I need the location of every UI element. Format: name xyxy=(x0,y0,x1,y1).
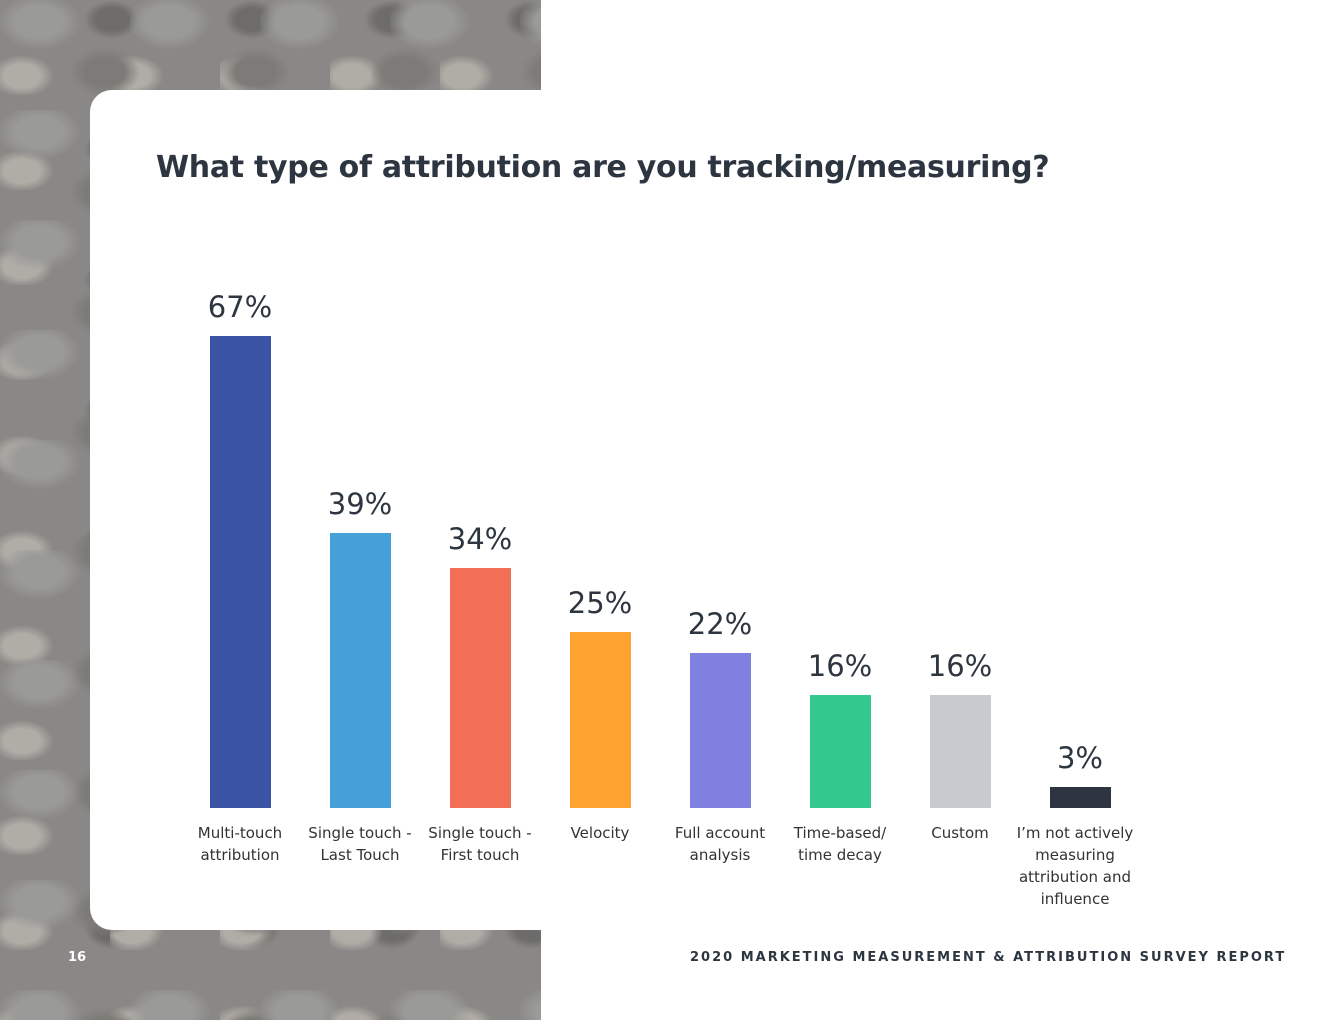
bar xyxy=(929,695,991,808)
value-label: 22% xyxy=(687,607,753,641)
bar xyxy=(689,653,751,808)
bar xyxy=(569,631,631,808)
bar xyxy=(1049,786,1111,808)
value-label: 16% xyxy=(927,649,993,684)
bar xyxy=(449,568,511,808)
x-tick-label: Full account analysis xyxy=(674,824,766,864)
value-label: 25% xyxy=(567,585,633,620)
x-tick-label: Single touch - Last Touch xyxy=(308,824,412,864)
value-label: 67% xyxy=(207,290,273,324)
bar xyxy=(809,695,871,808)
page-number: 16 xyxy=(68,950,87,965)
value-label: 34% xyxy=(447,522,513,557)
x-tick-label: Time-based/ time decay xyxy=(793,824,887,864)
value-label: 39% xyxy=(327,487,393,522)
chart-title: What type of attribution are you trackin… xyxy=(156,150,1050,185)
x-tick-label: Multi-touch attribution xyxy=(197,824,283,864)
footer: 2020 MARKETING MEASUREMENT & ATTRIBUTION… xyxy=(690,950,1287,965)
x-tick-label: Velocity xyxy=(570,824,630,842)
value-label: 16% xyxy=(807,649,873,684)
x-tick-label: I’m not actively measuring attribution a… xyxy=(1016,824,1134,908)
value-label: 3% xyxy=(1056,740,1103,775)
x-tick-label: Single touch - First touch xyxy=(428,824,532,864)
bar xyxy=(329,533,391,808)
x-tick-label: Custom xyxy=(931,824,989,842)
bar xyxy=(209,336,271,808)
